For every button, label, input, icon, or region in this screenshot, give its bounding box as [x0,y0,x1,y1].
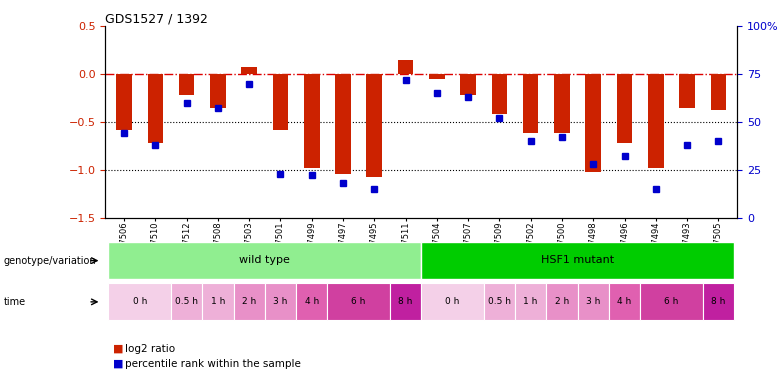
Bar [202,284,233,320]
Bar [577,284,609,320]
Text: 2 h: 2 h [555,297,569,306]
Text: 8 h: 8 h [399,297,413,306]
Text: HSF1 mutant: HSF1 mutant [541,255,614,265]
Text: 1 h: 1 h [211,297,225,306]
Bar [640,284,703,320]
Text: 0.5 h: 0.5 h [488,297,511,306]
Text: 0.5 h: 0.5 h [176,297,198,306]
Bar [398,60,413,74]
Bar [648,74,664,168]
Text: wild type: wild type [239,255,290,265]
Bar [265,284,296,320]
Bar [484,284,515,320]
Bar [546,284,577,320]
Bar [515,284,546,320]
Text: 3 h: 3 h [273,297,288,306]
Text: 0 h: 0 h [445,297,459,306]
Bar [335,74,351,174]
Bar [679,74,695,108]
Text: 2 h: 2 h [242,297,257,306]
Text: 1 h: 1 h [523,297,538,306]
Text: 6 h: 6 h [665,297,679,306]
Text: 4 h: 4 h [305,297,319,306]
Text: 0 h: 0 h [133,297,147,306]
Bar [171,284,202,320]
Text: ■: ■ [113,344,123,354]
Bar [421,284,484,320]
Bar [367,74,382,177]
Text: 8 h: 8 h [711,297,725,306]
Bar [273,74,289,129]
Bar [296,284,328,320]
Text: genotype/variation: genotype/variation [4,256,97,266]
Bar [241,68,257,74]
Text: log2 ratio: log2 ratio [125,344,175,354]
Bar [116,74,132,129]
Bar [491,74,507,114]
Bar [233,284,265,320]
Bar [390,284,421,320]
Bar [108,284,171,320]
Text: percentile rank within the sample: percentile rank within the sample [125,359,300,369]
Text: 3 h: 3 h [586,297,601,306]
Bar [179,74,194,95]
Bar [711,74,726,110]
Bar [586,74,601,172]
Bar [523,74,538,134]
Bar [210,74,225,108]
Bar [617,74,633,143]
Bar [429,74,445,79]
Text: GDS1527 / 1392: GDS1527 / 1392 [105,12,208,25]
Bar [147,74,163,143]
Bar [554,74,569,134]
Text: 6 h: 6 h [352,297,366,306]
Bar [460,74,476,95]
Bar [328,284,390,320]
Text: ■: ■ [113,359,123,369]
Bar [421,242,734,279]
Bar [609,284,640,320]
Bar [703,284,734,320]
Bar [108,242,421,279]
Text: time: time [4,297,26,307]
Bar [304,74,320,168]
Text: 4 h: 4 h [618,297,632,306]
